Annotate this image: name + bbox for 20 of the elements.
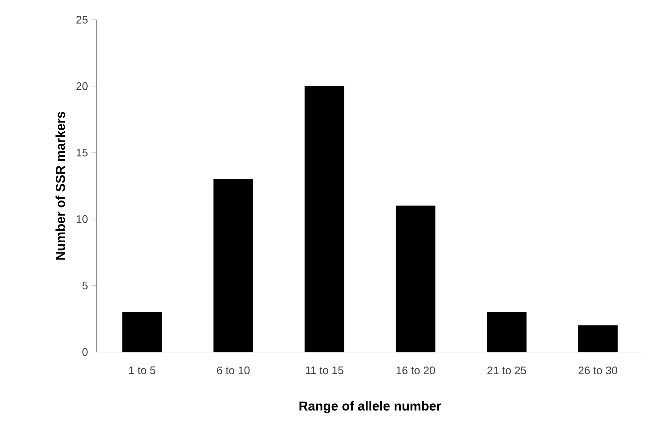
y-tick-label: 25	[76, 16, 88, 24]
bar	[578, 325, 618, 352]
x-tick-label: 26 to 30	[578, 366, 618, 375]
y-tick-label: 10	[76, 215, 88, 224]
bar	[122, 312, 162, 352]
bar	[214, 179, 254, 352]
x-axis-title: Range of allele number	[300, 401, 442, 414]
bar	[396, 206, 436, 352]
y-tick-label: 0	[82, 348, 88, 356]
y-tick-label: 20	[76, 82, 88, 90]
bar	[487, 312, 527, 352]
x-tick-label: 1 to 5	[129, 366, 156, 374]
bar	[304, 86, 344, 352]
y-tick-label: 15	[76, 149, 88, 157]
x-tick-label: 11 to 15	[306, 366, 344, 374]
x-tick-label: 16 to 20	[396, 366, 436, 375]
x-tick-label: 6 to 10	[217, 366, 250, 375]
y-axis-title: Number of SSR markers	[56, 112, 66, 260]
x-tick-label: 21 to 25	[488, 366, 526, 375]
y-tick-label: 5	[82, 282, 88, 290]
